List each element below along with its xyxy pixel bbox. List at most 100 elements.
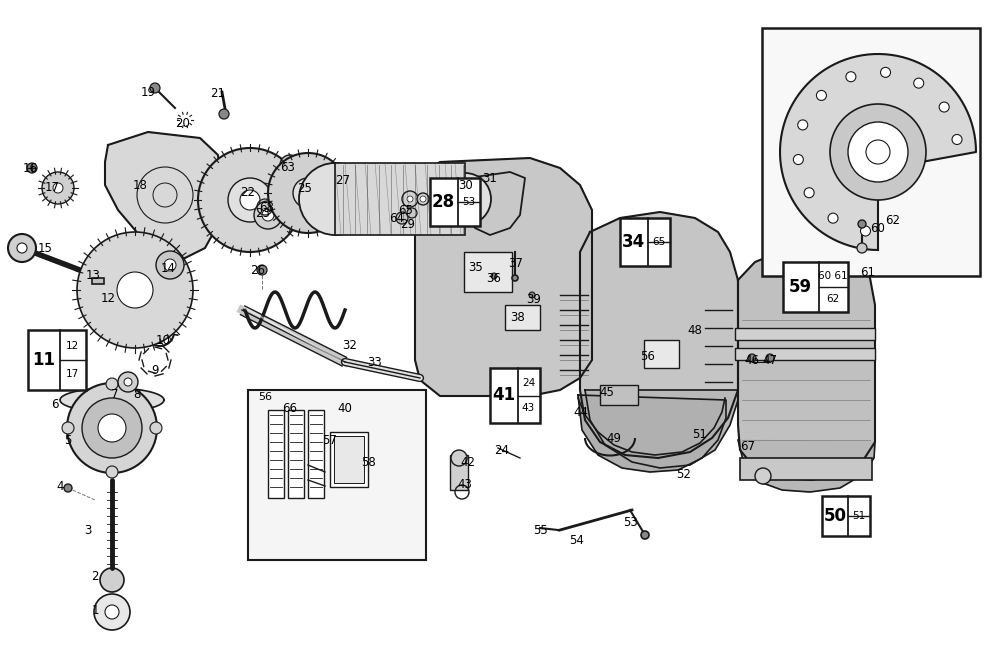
Text: 37: 37 (509, 256, 523, 269)
Bar (644, 340, 679, 368)
Text: 66: 66 (283, 401, 298, 414)
Text: 65: 65 (652, 237, 665, 247)
Text: 34: 34 (622, 233, 645, 251)
Polygon shape (738, 440, 875, 492)
Circle shape (302, 187, 314, 199)
Circle shape (156, 251, 184, 279)
Text: 26: 26 (251, 263, 266, 277)
Polygon shape (465, 172, 525, 235)
Circle shape (939, 102, 949, 112)
Bar (735, 328, 875, 340)
Circle shape (816, 91, 826, 101)
Bar (490, 368, 540, 423)
Text: 67: 67 (740, 440, 756, 453)
Text: 50: 50 (823, 507, 846, 525)
Bar (740, 458, 872, 480)
Circle shape (67, 383, 157, 473)
Text: 38: 38 (511, 310, 525, 324)
Polygon shape (60, 388, 164, 412)
Circle shape (830, 104, 926, 200)
Text: 41: 41 (492, 387, 515, 404)
Circle shape (254, 201, 282, 229)
Bar (735, 348, 875, 360)
Circle shape (105, 605, 119, 619)
Circle shape (407, 196, 413, 202)
Text: 21: 21 (211, 87, 226, 99)
Circle shape (228, 178, 272, 222)
Text: 62: 62 (826, 293, 840, 303)
Circle shape (512, 275, 518, 281)
Circle shape (491, 273, 497, 279)
Circle shape (117, 272, 153, 308)
Text: 44: 44 (574, 406, 588, 418)
Circle shape (914, 78, 924, 88)
Circle shape (42, 172, 74, 204)
Text: 64: 64 (390, 211, 404, 224)
Text: 24: 24 (494, 444, 510, 457)
Circle shape (766, 354, 774, 362)
Circle shape (53, 183, 63, 193)
Bar (464, 252, 512, 292)
Text: 49: 49 (606, 432, 622, 444)
Text: 39: 39 (527, 293, 541, 305)
Polygon shape (580, 212, 738, 458)
Text: 32: 32 (343, 338, 357, 352)
Bar (620, 218, 670, 266)
Text: 35: 35 (469, 261, 483, 273)
Polygon shape (756, 468, 770, 484)
Bar (268, 410, 284, 498)
Circle shape (417, 193, 429, 205)
Text: 56: 56 (258, 392, 272, 402)
Text: 22: 22 (241, 185, 256, 199)
Circle shape (240, 190, 260, 210)
Text: 43: 43 (522, 403, 535, 413)
Bar (783, 262, 848, 312)
Text: 2: 2 (91, 571, 99, 583)
Bar (288, 410, 304, 498)
Text: 12: 12 (66, 341, 79, 352)
Circle shape (866, 140, 890, 164)
Bar (248, 390, 426, 560)
Circle shape (268, 153, 348, 233)
Circle shape (860, 226, 870, 236)
Circle shape (798, 120, 808, 130)
Text: 42: 42 (460, 455, 476, 469)
Circle shape (219, 109, 229, 119)
Circle shape (118, 372, 138, 392)
Text: 23: 23 (256, 207, 270, 220)
Bar (450, 455, 468, 490)
Text: 17: 17 (66, 369, 79, 379)
Text: 54: 54 (570, 534, 584, 547)
Text: 53: 53 (462, 197, 475, 207)
Circle shape (100, 568, 124, 592)
Circle shape (299, 163, 371, 235)
Text: 59: 59 (789, 278, 812, 296)
Bar (308, 410, 324, 498)
Text: 16: 16 (23, 162, 38, 175)
Text: 68: 68 (260, 201, 274, 214)
Text: 20: 20 (176, 117, 190, 130)
Text: 48: 48 (688, 324, 702, 336)
Circle shape (641, 531, 649, 539)
Circle shape (420, 196, 426, 202)
Text: 51: 51 (693, 428, 707, 442)
Text: 36: 36 (487, 271, 501, 285)
Circle shape (124, 378, 132, 386)
Circle shape (64, 484, 72, 492)
Polygon shape (578, 395, 726, 472)
Circle shape (881, 68, 891, 77)
Text: 62: 62 (886, 214, 900, 226)
Circle shape (828, 213, 838, 223)
Text: 61: 61 (860, 265, 876, 279)
Text: 52: 52 (677, 469, 691, 481)
Text: 60: 60 (871, 222, 885, 234)
Circle shape (433, 196, 439, 202)
Bar (330, 432, 368, 487)
Text: 8: 8 (133, 389, 141, 401)
Circle shape (451, 450, 467, 466)
Text: 47: 47 (762, 354, 777, 367)
Text: 19: 19 (141, 85, 156, 99)
Circle shape (748, 354, 756, 362)
Circle shape (98, 414, 126, 442)
Circle shape (439, 173, 491, 225)
